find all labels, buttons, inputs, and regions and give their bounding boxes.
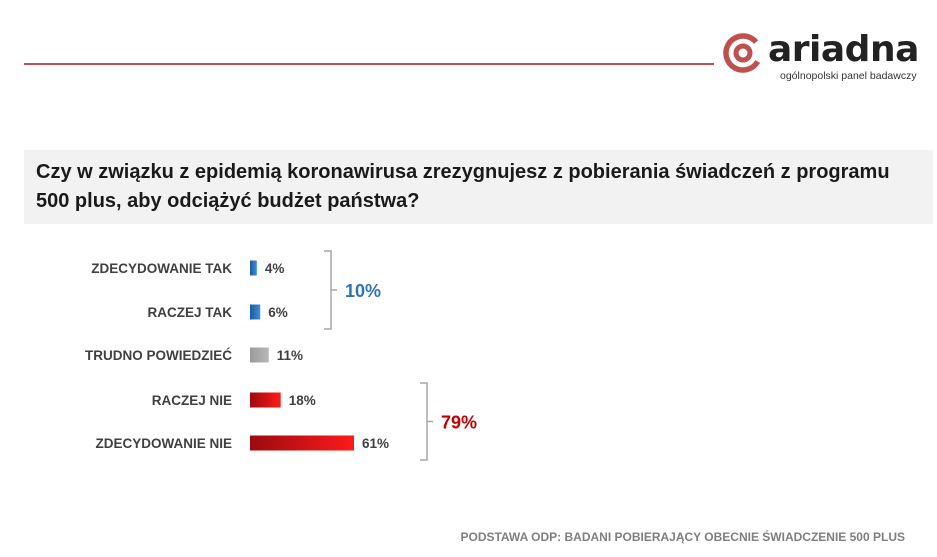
question-box: Czy w związku z epidemią koronawirusa zr… bbox=[24, 150, 933, 224]
bar-raczej-nie bbox=[250, 392, 281, 408]
ariadna-spiral-icon bbox=[723, 33, 763, 73]
footnote-base: PODSTAWA ODP: BADANI POBIERAJĄCY OBECNIE… bbox=[460, 530, 905, 544]
category-label-trudno-powiedziec: TRUDNO POWIEDZIEĆ bbox=[85, 348, 232, 363]
bar-zdecydowanie-tak bbox=[250, 260, 257, 276]
group-total-2: 79% bbox=[441, 413, 477, 433]
bar-zdecydowanie-nie bbox=[250, 435, 354, 451]
value-label-zdecydowanie-tak: 4% bbox=[265, 261, 285, 276]
category-label-raczej-nie: RACZEJ NIE bbox=[152, 393, 232, 408]
ariadna-logo: ariadna ogólnopolski panel badawczy bbox=[722, 30, 932, 86]
bar-trudno-powiedziec bbox=[250, 347, 269, 363]
logo-tagline: ogólnopolski panel badawczy bbox=[780, 70, 917, 82]
category-label-zdecydowanie-tak: ZDECYDOWANIE TAK bbox=[91, 261, 232, 276]
value-label-raczej-tak: 6% bbox=[268, 305, 288, 320]
group-total-1: 10% bbox=[345, 281, 381, 301]
group-bracket-2 bbox=[420, 382, 433, 461]
category-label-raczej-tak: RACZEJ TAK bbox=[147, 305, 232, 320]
logo-name: ariadna bbox=[768, 29, 919, 70]
value-label-zdecydowanie-nie: 61% bbox=[362, 436, 389, 451]
value-label-raczej-nie: 18% bbox=[289, 393, 316, 408]
category-label-zdecydowanie-nie: ZDECYDOWANIE NIE bbox=[95, 436, 232, 451]
group-bracket-1 bbox=[324, 250, 337, 330]
value-label-trudno-powiedziec: 11% bbox=[277, 348, 303, 363]
question-title: Czy w związku z epidemią koronawirusa zr… bbox=[36, 161, 890, 212]
bar-raczej-tak bbox=[250, 304, 261, 320]
header-rule bbox=[24, 63, 714, 65]
